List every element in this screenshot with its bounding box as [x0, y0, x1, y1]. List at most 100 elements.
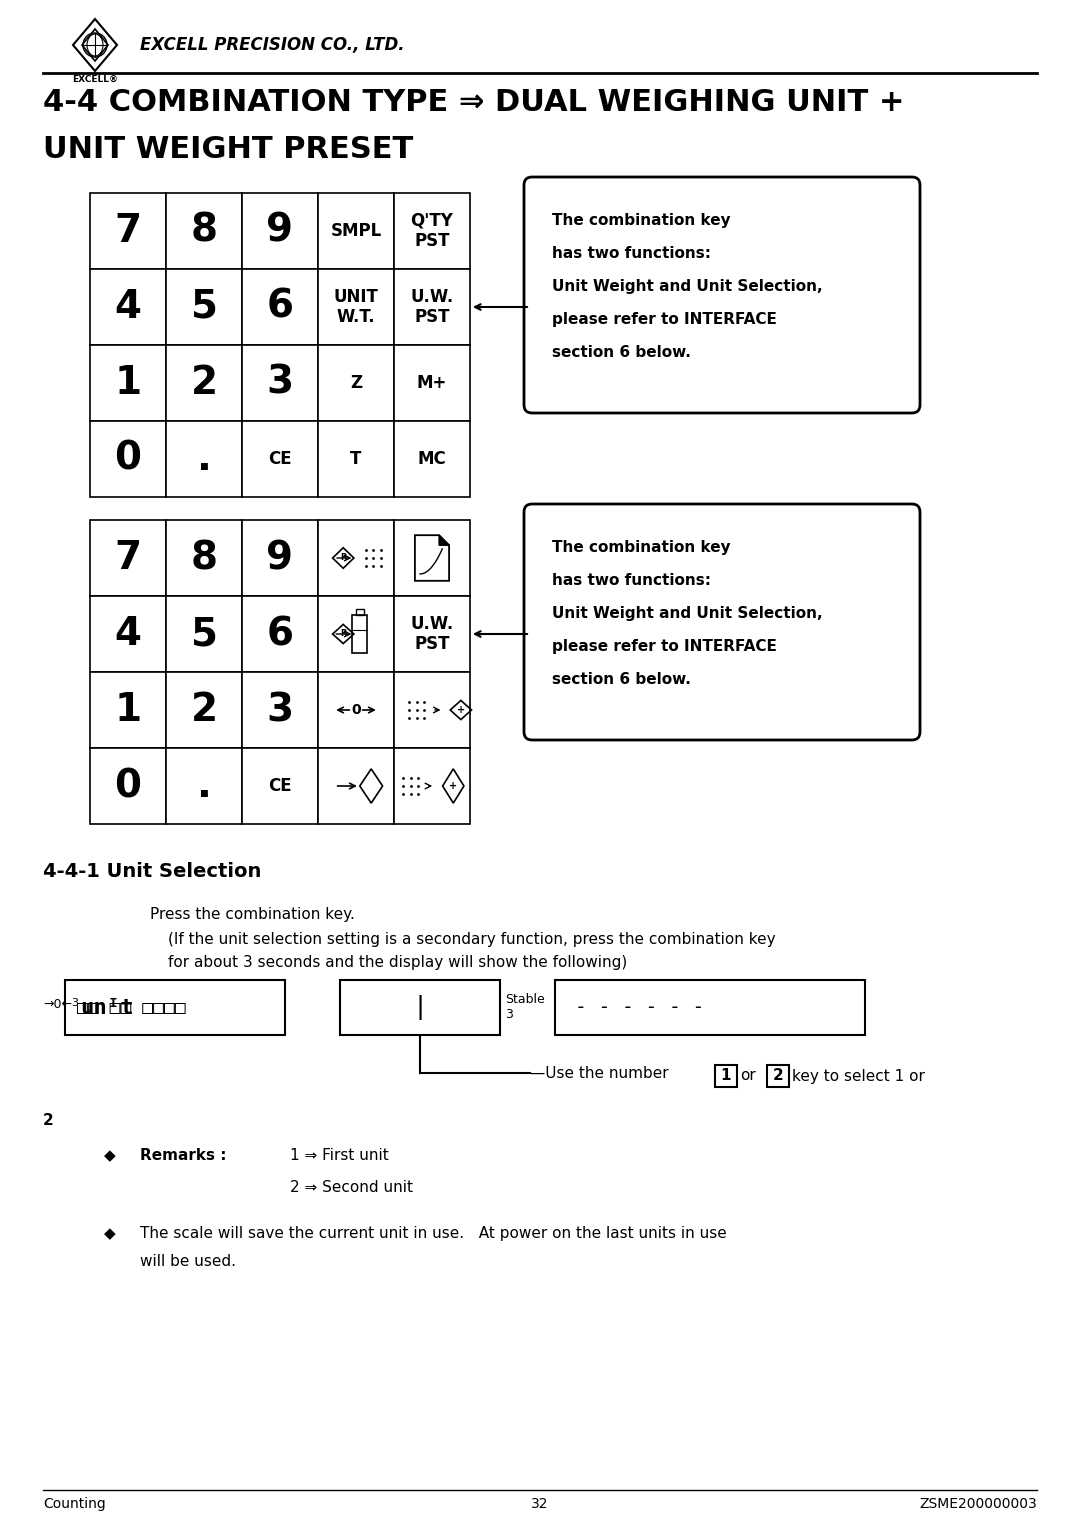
Bar: [352, 615, 367, 653]
Text: 1 ⇒ First unit: 1 ⇒ First unit: [291, 1148, 389, 1163]
Text: MC: MC: [418, 450, 446, 468]
Text: or: or: [740, 1068, 756, 1083]
Bar: [166, 671, 242, 748]
Text: has two functions:: has two functions:: [552, 572, 711, 588]
Polygon shape: [440, 536, 449, 545]
Text: 2 ⇒ Second unit: 2 ⇒ Second unit: [291, 1180, 413, 1195]
Bar: [90, 269, 166, 345]
Text: M+: M+: [417, 374, 447, 392]
Text: Z: Z: [350, 374, 362, 392]
Text: 9: 9: [267, 212, 294, 250]
Text: 3: 3: [267, 365, 294, 401]
Bar: [90, 345, 166, 421]
Bar: [90, 748, 166, 824]
Bar: [318, 421, 394, 497]
Bar: [242, 345, 318, 421]
Bar: [356, 609, 364, 615]
Bar: [555, 980, 865, 1035]
Text: 2: 2: [43, 1112, 54, 1128]
Text: U.W.
PST: U.W. PST: [410, 287, 454, 327]
Bar: [65, 980, 285, 1035]
Bar: [318, 345, 394, 421]
Text: SMPL: SMPL: [330, 221, 381, 240]
Bar: [318, 597, 394, 671]
Bar: [242, 192, 318, 269]
Bar: [394, 192, 470, 269]
Text: for about 3 seconds and the display will show the following): for about 3 seconds and the display will…: [168, 955, 627, 971]
Text: EXCELL®: EXCELL®: [72, 75, 118, 84]
Text: +: +: [457, 705, 465, 716]
Text: 5: 5: [190, 615, 217, 653]
Text: 7: 7: [114, 539, 141, 577]
Text: 4-4 COMBINATION TYPE ⇒ DUAL WEIGHING UNIT +: 4-4 COMBINATION TYPE ⇒ DUAL WEIGHING UNI…: [43, 89, 905, 118]
Bar: [394, 748, 470, 824]
Text: 0: 0: [114, 439, 141, 478]
Bar: [394, 269, 470, 345]
Bar: [242, 520, 318, 597]
Text: ◆: ◆: [104, 1225, 116, 1241]
Text: please refer to INTERFACE: please refer to INTERFACE: [552, 311, 777, 327]
Text: Remarks :: Remarks :: [140, 1148, 227, 1163]
Text: please refer to INTERFACE: please refer to INTERFACE: [552, 639, 777, 655]
Bar: [318, 192, 394, 269]
Text: Unit Weight and Unit Selection,: Unit Weight and Unit Selection,: [552, 606, 823, 621]
Text: UNIT WEIGHT PRESET: UNIT WEIGHT PRESET: [43, 134, 414, 163]
Text: .: .: [197, 768, 212, 806]
Text: 3: 3: [71, 998, 78, 1009]
Bar: [166, 597, 242, 671]
Bar: [394, 671, 470, 748]
Bar: [166, 192, 242, 269]
Text: has two functions:: has two functions:: [552, 246, 711, 261]
Text: Counting: Counting: [43, 1497, 106, 1511]
Text: 4-4-1 Unit Selection: 4-4-1 Unit Selection: [43, 862, 261, 881]
Text: 32: 32: [531, 1497, 549, 1511]
Text: R: R: [340, 630, 347, 638]
Text: U.W.
PST: U.W. PST: [410, 615, 454, 653]
Text: (If the unit selection setting is a secondary function, press the combination ke: (If the unit selection setting is a seco…: [168, 932, 775, 948]
Text: 7: 7: [114, 212, 141, 250]
Text: unᴵt: unᴵt: [80, 998, 134, 1018]
Bar: [318, 520, 394, 597]
FancyBboxPatch shape: [524, 504, 920, 740]
Bar: [242, 269, 318, 345]
Bar: [318, 269, 394, 345]
Text: ZSME200000003: ZSME200000003: [919, 1497, 1037, 1511]
Text: 9: 9: [267, 539, 294, 577]
Text: The combination key: The combination key: [552, 540, 731, 555]
Text: section 6 below.: section 6 below.: [552, 671, 691, 687]
Text: 4: 4: [114, 615, 141, 653]
Bar: [715, 1065, 737, 1087]
Text: 4: 4: [114, 288, 141, 327]
Bar: [166, 748, 242, 824]
Text: 6: 6: [267, 288, 294, 327]
Text: |: |: [413, 995, 428, 1019]
Bar: [166, 520, 242, 597]
Bar: [394, 597, 470, 671]
Text: T: T: [350, 450, 362, 468]
Text: 1: 1: [720, 1068, 731, 1083]
Bar: [394, 421, 470, 497]
Text: ◆: ◆: [104, 1148, 116, 1163]
Text: key to select 1 or: key to select 1 or: [792, 1068, 924, 1083]
Text: Press the combination key.: Press the combination key.: [150, 906, 355, 922]
Text: The combination key: The combination key: [552, 214, 731, 227]
Bar: [90, 520, 166, 597]
Text: →0←: →0←: [43, 998, 72, 1010]
Bar: [394, 345, 470, 421]
Bar: [318, 671, 394, 748]
Bar: [90, 597, 166, 671]
Bar: [90, 421, 166, 497]
Text: .: .: [197, 439, 212, 478]
Text: Q'TY
PST: Q'TY PST: [410, 212, 454, 250]
Text: 2: 2: [772, 1068, 783, 1083]
Text: UNIT
W.T.: UNIT W.T.: [334, 287, 378, 327]
Text: CE: CE: [268, 450, 292, 468]
Text: 3: 3: [505, 1007, 513, 1021]
Text: EXCELL PRECISION CO., LTD.: EXCELL PRECISION CO., LTD.: [140, 37, 405, 53]
Bar: [767, 1065, 789, 1087]
Bar: [394, 520, 470, 597]
Text: will be used.: will be used.: [140, 1254, 237, 1270]
Text: 5: 5: [190, 288, 217, 327]
Bar: [242, 748, 318, 824]
Bar: [318, 748, 394, 824]
